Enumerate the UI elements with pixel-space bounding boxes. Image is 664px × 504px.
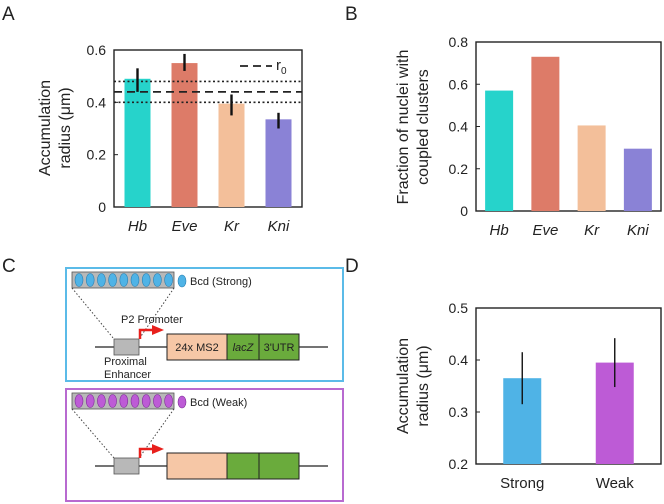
chart-d-ylabel-line1: Accumulation [395,338,412,434]
chart-b-plot: 0 0.2 0.4 0.6 0.8 Hb Eve Kr Kni [449,34,662,239]
bcd-binding-site [97,273,106,287]
ms2-block [166,333,228,361]
panel-label-d: D [345,256,359,277]
strong-construct-box [65,267,344,382]
bcd-binding-site [141,394,151,408]
chart-b-bar-hb [485,90,514,211]
chart-b-ylabel-line2: coupled clusters [415,69,432,185]
chart-a-bar-hb [124,78,151,208]
weak-utr-block [258,452,300,480]
chart-d-ytick-label: 0.3 [449,404,469,420]
chart-a-category-label: Hb [128,218,147,235]
chart-d-frame [475,307,662,465]
promoter-label: P2 Promoter [121,314,183,326]
enhancer-label-line1: Proximal [104,356,147,368]
weak-promoter-arrow-stem [138,447,154,458]
weak-zoom-line-left [71,408,115,459]
strong-promoter-arrow-head [152,325,164,335]
chart-a-ytick-label: 0.2 [87,147,107,163]
chart-d-ylabel-line2: radius (μm) [415,345,432,426]
chart-d-ytick-label: 0.2 [449,456,469,472]
lacz-block [226,333,260,361]
panel-label-a: A [2,4,15,25]
chart-b-ytick-label: 0.4 [449,119,469,135]
utr-label: 3'UTR [264,342,295,354]
chart-a-ytick-label: 0 [98,199,106,215]
bcd-strong-legend-icon [177,274,187,288]
bcd-binding-site [97,394,106,408]
ms2-label: 24x MS2 [175,342,218,354]
chart-a-plot: 00.20.40.6 Hb Eve Kr Kni r0 [87,42,303,235]
bcd-strong-label: Bcd (Strong) [190,276,252,288]
chart-a-ytick-label: 0.4 [87,94,107,110]
bcd-binding-site [164,394,173,408]
bcd-binding-site [74,394,84,408]
bcd-binding-site [85,394,95,408]
chart-b-ytick-label: 0.8 [449,34,469,50]
chart-a-category-label: Kr [224,218,240,235]
utr-block [258,333,300,361]
bcd-binding-site [153,394,162,408]
bcd-binding-site [108,273,117,287]
enhancer-label-line2: Enhancer [104,369,151,381]
bcd-binding-site [119,273,129,287]
chart-a-category-label: Eve [172,218,198,235]
chart-b-ytick-label: 0.6 [449,76,469,92]
bcd-weak-legend-icon [177,395,187,409]
bcd-binding-site [141,273,151,287]
bcd-binding-site [130,394,140,408]
chart-b-category-label: Eve [532,222,558,239]
chart-a-bar-kni [265,119,292,207]
chart-b-bar-kni [623,148,652,211]
chart-d-category-label: Strong [500,475,544,492]
chart-b-category-label: Hb [490,222,509,239]
weak-enhancer-block [113,457,140,475]
chart-d-plot: 0.2 0.3 0.4 0.5 Strong Weak [449,300,662,492]
bcd-binding-site [85,273,95,287]
chart-b-category-label: Kni [627,222,649,239]
chart-a-legend-sub: 0 [281,66,287,77]
chart-a-bar-eve [171,63,198,208]
weak-construct-box [65,388,344,502]
chart-a-ylabel-line2: radius (μm) [57,87,74,168]
strong-enhancer-block [113,338,140,356]
weak-lacz-block [226,452,260,480]
bcd-binding-site [119,394,129,408]
lacz-label: lacZ [233,342,255,354]
chart-a-legend-r: r [276,57,281,74]
chart-b-ylabel-line1: Fraction of nuclei with [395,50,412,205]
bcd-binding-site [153,273,162,287]
chart-b-ytick-label: 0.2 [449,161,469,177]
bcd-binding-site [74,273,84,287]
panel-label-b: B [345,4,358,25]
chart-a-legend-label: r0 [276,57,287,77]
strong-promoter-arrow-stem [138,328,154,339]
bcd-binding-site [108,394,117,408]
bcd-binding-site [164,273,173,287]
weak-promoter-arrow-head [152,444,164,454]
bcd-binding-site [130,273,140,287]
chart-d-ytick-label: 0.5 [449,300,469,316]
chart-b-bar-eve [531,56,560,211]
chart-d-category-label: Weak [596,475,635,492]
chart-a-frame [113,49,303,208]
chart-a-bar-kr [218,103,245,207]
strong-zoom-line-left [71,287,115,340]
panel-label-c: C [2,256,16,277]
bcd-weak-label: Bcd (Weak) [190,397,247,409]
weak-ms2-block [166,452,228,480]
chart-a-ylabel-line1: Accumulation [37,80,54,176]
chart-b-ytick-label: 0 [460,203,468,219]
chart-b-category-label: Kr [584,222,600,239]
chart-b-bar-kr [577,125,606,211]
chart-a-category-label: Kni [268,218,290,235]
chart-a-ytick-label: 0.6 [87,42,107,58]
chart-d-ytick-label: 0.4 [449,352,469,368]
